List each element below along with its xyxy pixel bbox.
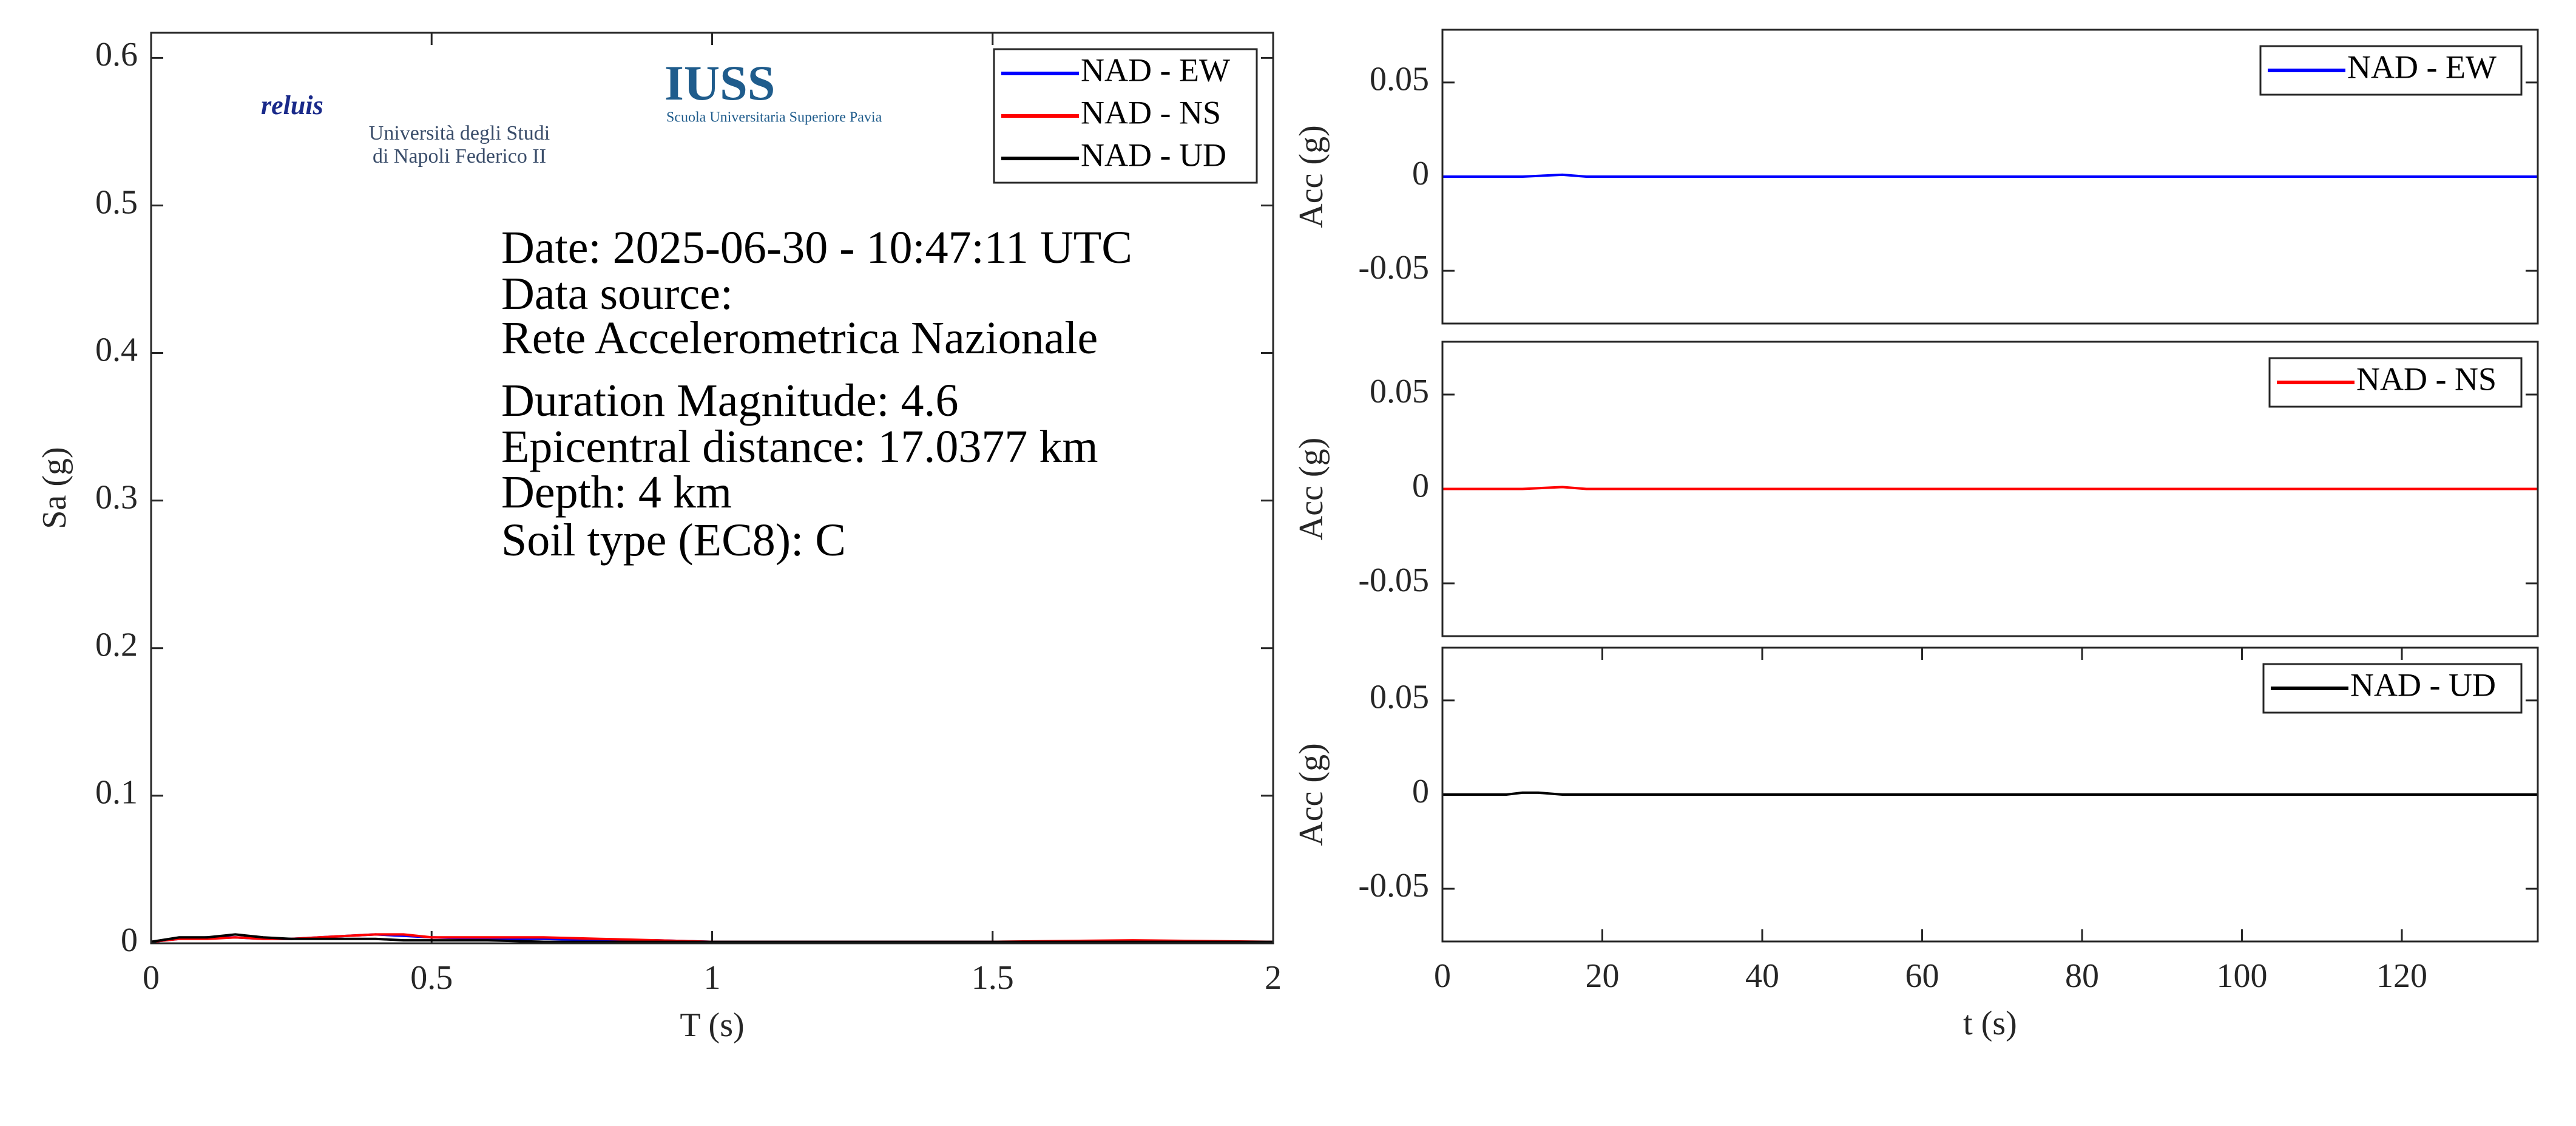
x-tick-label: 60 [1905,957,1939,995]
x-tick-label: 1.5 [972,959,1014,997]
y-axis-label: Acc (g) [1293,743,1330,846]
y-tick-label: 0.05 [1370,373,1429,410]
x-tick-label: 0 [143,959,160,997]
x-tick-label: 120 [2376,957,2427,995]
y-tick-label: 0.1 [95,774,138,812]
x-tick-label: 2 [1265,959,1282,997]
y-tick-label: 0 [1412,155,1429,192]
y-tick-label: 0.4 [95,331,138,368]
y-tick-label: 0 [1412,467,1429,504]
y-tick-label: 0.05 [1370,679,1429,716]
legend-label: NAD - NS [2356,361,2497,397]
annotation: Date: 2025-06-30 - 10:47:11 UTC [501,222,1132,273]
y-tick-label: 0 [121,921,138,959]
annotation: Data source: [501,268,733,319]
y-tick-label: 0 [1412,773,1429,810]
annotation: Soil type (EC8): C [501,515,846,566]
y-axis-label: Sa (g) [36,447,73,529]
y-tick-label: 0.6 [95,36,138,73]
logo-text: Scuola Universitaria Superiore Pavia [666,110,882,126]
logo-text: reluis [261,90,323,120]
x-tick-label: 40 [1745,957,1779,995]
axes-frame [1441,29,2539,325]
logo-text: IUSS [664,55,775,110]
y-axis-label: Acc (g) [1293,125,1330,228]
y-tick-label: -0.05 [1358,561,1429,599]
x-axis-label: t (s) [1963,1005,2017,1042]
x-tick-label: 80 [2065,957,2099,995]
x-tick-label: 1 [704,959,721,997]
y-tick-label: -0.05 [1358,867,1429,904]
y-tick-label: 0.05 [1370,61,1429,98]
series-line [150,933,1273,943]
legend-label: NAD - UD [2350,666,2496,703]
plot-area [151,33,1273,943]
series-line [1442,791,2538,796]
y-tick-label: 0.2 [95,626,138,664]
x-tick-label: 0.5 [410,959,453,997]
logo-text: di Napoli Federico II [373,145,546,168]
x-axis-label: T (s) [680,1006,744,1044]
legend-label: NAD - EW [2347,49,2497,85]
x-tick-label: 100 [2217,957,2268,995]
annotation: Depth: 4 km [501,467,732,518]
axes-frame [150,32,1274,945]
logo-text: Università degli Studi [369,122,550,144]
y-tick-label: 0.3 [95,479,138,517]
legend-label: NAD - NS [1081,94,1221,131]
annotation: Epicentral distance: 17.0377 km [501,421,1098,472]
x-tick-label: 0 [1434,957,1451,995]
legend-label: NAD - EW [1081,52,1230,88]
y-axis-label: Acc (g) [1293,438,1330,540]
y-tick-label: 0.5 [95,183,138,221]
axes-frame [1441,341,2539,637]
axes-frame [1441,646,2539,943]
series-line [1442,486,2538,490]
annotation: Rete Accelerometrica Nazionale [501,313,1098,364]
legend-label: NAD - UD [1081,137,1226,173]
y-tick-label: -0.05 [1358,249,1429,287]
series-line [1442,173,2538,178]
x-tick-label: 20 [1586,957,1620,995]
annotation: Duration Magnitude: 4.6 [501,375,959,426]
